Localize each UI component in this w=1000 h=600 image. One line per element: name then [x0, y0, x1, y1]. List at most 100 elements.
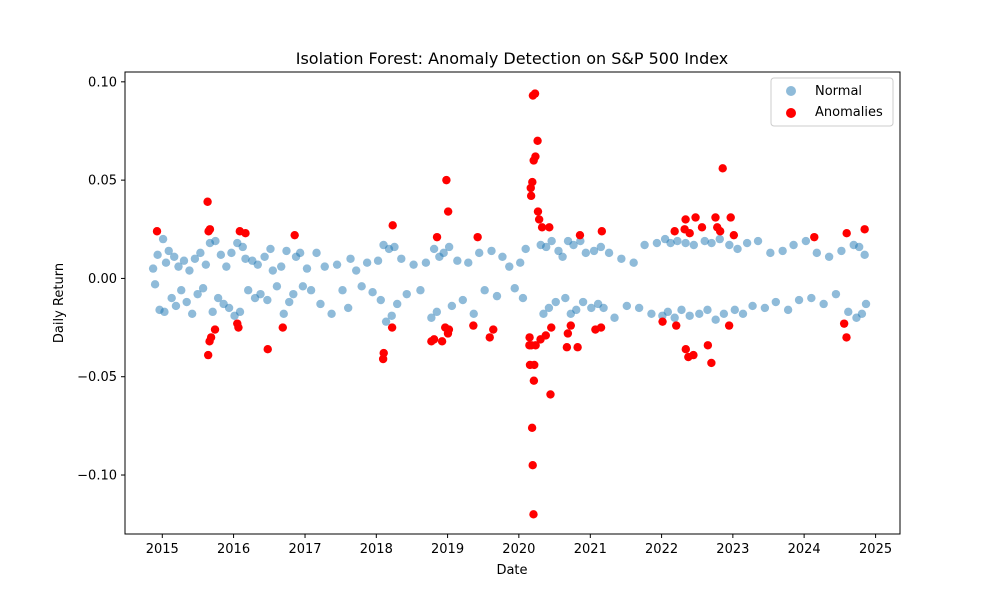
normal-point — [161, 258, 171, 267]
normal-point — [464, 258, 473, 267]
normal-point — [421, 258, 431, 267]
normal-point — [160, 307, 169, 317]
normal-point — [302, 264, 312, 273]
y-axis-label: Daily Return — [52, 263, 67, 343]
normal-point — [596, 242, 606, 252]
normal-point — [837, 246, 846, 256]
normal-point — [480, 286, 489, 295]
normal-point — [174, 262, 183, 271]
normal-point — [666, 238, 675, 248]
normal-point — [167, 293, 176, 303]
x-tick-label: 2015 — [146, 542, 179, 557]
normal-point — [429, 244, 439, 254]
normal-point — [857, 309, 867, 319]
normal-point — [256, 289, 265, 299]
anomaly-point — [681, 345, 690, 354]
anomaly-point — [707, 358, 716, 368]
y-tick-label: 0.05 — [88, 174, 117, 189]
x-tick-label: 2024 — [788, 542, 821, 557]
normal-point — [673, 236, 682, 246]
normal-point — [652, 238, 662, 248]
anomaly-point — [432, 232, 442, 242]
normal-point — [640, 240, 649, 250]
anomaly-point — [388, 221, 397, 230]
normal-point — [719, 309, 729, 319]
normal-point — [733, 244, 742, 254]
normal-point — [338, 286, 347, 295]
x-tick-label: 2019 — [431, 542, 464, 557]
anomaly-point — [729, 230, 739, 240]
normal-point — [295, 248, 305, 258]
anomaly-point — [528, 177, 537, 187]
normal-point — [742, 238, 752, 248]
normal-point — [771, 297, 781, 307]
anomaly-point — [206, 333, 216, 342]
normal-point — [316, 299, 325, 309]
normal-point — [681, 238, 690, 248]
normal-point — [213, 293, 223, 303]
normal-point — [416, 286, 425, 295]
normal-point — [432, 307, 442, 317]
anomaly-point — [537, 223, 547, 232]
anomaly-point — [152, 227, 162, 236]
anomaly-point — [842, 229, 851, 238]
x-tick-label: 2017 — [288, 542, 321, 557]
normal-point — [216, 250, 226, 260]
anomaly-point — [527, 423, 537, 433]
x-axis: 2015 2016 2017 2018 2019 2020 2021 2022 2023 2024… — [146, 534, 892, 557]
anomaly-point — [241, 229, 250, 238]
anomaly-point — [860, 225, 869, 234]
normal-point — [551, 297, 560, 307]
normal-point — [373, 256, 383, 265]
anomaly-point — [547, 323, 556, 332]
normal-point — [677, 305, 686, 315]
normal-point — [279, 309, 288, 319]
y-axis: −0.10 −0.05 0.00 0.05 0.10 — [77, 75, 125, 484]
anomaly-point — [387, 323, 397, 332]
normal-point — [306, 286, 316, 295]
normal-point — [587, 303, 596, 313]
anomaly-point — [437, 337, 447, 346]
x-tick-label: 2020 — [502, 542, 535, 557]
normal-point — [164, 246, 173, 256]
anomaly-point — [726, 213, 735, 222]
normal-point — [439, 248, 448, 258]
normal-point — [498, 252, 507, 261]
normal-point — [153, 250, 162, 260]
normal-point — [670, 313, 679, 322]
normal-point — [617, 254, 626, 263]
normal-point — [357, 282, 366, 291]
normal-point — [208, 307, 217, 317]
anomaly-point — [203, 197, 212, 206]
normal-point — [179, 256, 189, 265]
normal-point — [766, 248, 775, 258]
normal-point — [427, 313, 436, 322]
normal-point — [725, 240, 734, 250]
normal-point — [272, 282, 282, 291]
normal-point — [647, 309, 656, 319]
x-tick-label: 2023 — [716, 542, 749, 557]
normal-point — [224, 303, 234, 313]
y-tick-label: 0.00 — [88, 272, 117, 287]
normal-point — [794, 295, 804, 305]
normal-point — [393, 299, 402, 309]
normal-point — [599, 303, 608, 313]
anomaly-point — [563, 329, 573, 338]
anomaly-point — [672, 321, 681, 330]
anomaly-point — [575, 230, 585, 240]
normal-point — [663, 307, 673, 317]
normal-point — [402, 289, 411, 299]
normal-point — [268, 266, 278, 275]
anomaly-point — [703, 341, 713, 350]
normal-point — [572, 305, 581, 315]
normal-point — [558, 252, 567, 261]
normal-point — [253, 260, 262, 269]
anomaly-point — [658, 317, 667, 326]
normal-point — [844, 307, 853, 317]
normal-point — [561, 293, 570, 303]
normal-point — [783, 305, 793, 315]
anomaly-point — [210, 325, 220, 334]
anomaly-point — [534, 215, 544, 224]
normal-point — [492, 291, 502, 301]
normal-point — [148, 264, 158, 273]
